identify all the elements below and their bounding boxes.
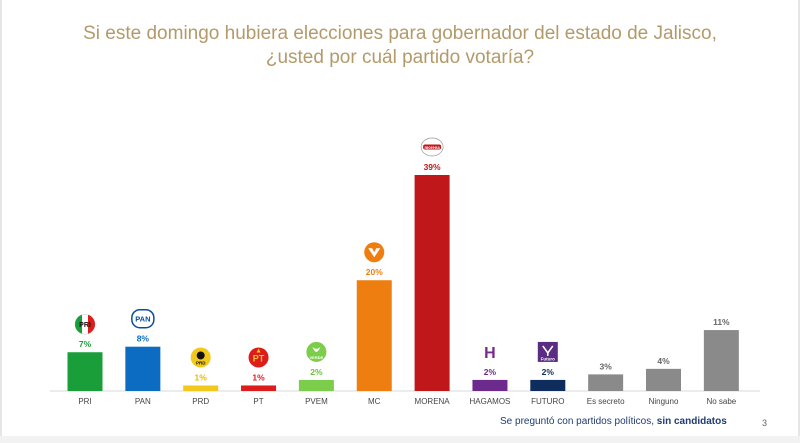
svg-text:PRI: PRI bbox=[79, 322, 91, 329]
category-label: MORENA bbox=[415, 397, 451, 406]
bar-futuro bbox=[530, 379, 566, 391]
category-label: PT bbox=[253, 397, 263, 406]
svg-text:PAN: PAN bbox=[135, 315, 150, 324]
pt-logo-icon: PT bbox=[248, 347, 269, 368]
value-label: 2% bbox=[484, 367, 497, 377]
category-label: PRD bbox=[192, 397, 209, 406]
bar-pan bbox=[125, 346, 161, 391]
svg-text:H: H bbox=[484, 345, 496, 362]
svg-text:PT: PT bbox=[253, 353, 265, 363]
chart-title: Si este domingo hubiera elecciones para … bbox=[0, 22, 800, 70]
page-number: 3 bbox=[762, 418, 768, 428]
value-label: 11% bbox=[713, 317, 730, 327]
category-label: FUTURO bbox=[531, 397, 564, 406]
value-label: 3% bbox=[600, 361, 613, 371]
morena-logo-icon: morena bbox=[420, 137, 444, 157]
value-label: 39% bbox=[424, 162, 441, 172]
pri-logo-icon: PRI bbox=[74, 313, 96, 335]
bar-mc bbox=[356, 280, 392, 391]
svg-text:VERDE: VERDE bbox=[310, 355, 324, 360]
svg-text:morena: morena bbox=[425, 145, 441, 150]
bar-prd bbox=[183, 385, 219, 391]
value-label: 7% bbox=[79, 339, 92, 349]
category-label: Es secreto bbox=[587, 397, 625, 406]
value-label: 2% bbox=[310, 367, 323, 377]
category-label: Ninguno bbox=[649, 397, 679, 406]
category-label: HAGAMOS bbox=[469, 397, 510, 406]
footnote-prefix: Se preguntó con partidos políticos, bbox=[500, 416, 657, 427]
footnote-bold: sin candidatos bbox=[656, 416, 727, 427]
bar-es-secreto bbox=[588, 374, 624, 391]
bar-hagamos bbox=[472, 379, 508, 391]
bar-morena bbox=[414, 175, 450, 391]
category-label: PVEM bbox=[305, 397, 328, 406]
value-label: 1% bbox=[195, 372, 208, 382]
bar-ninguno bbox=[646, 368, 681, 391]
value-label: 2% bbox=[542, 367, 555, 377]
svg-text:Futuro: Futuro bbox=[541, 356, 555, 361]
value-label: 4% bbox=[657, 356, 670, 366]
bottom-strip bbox=[0, 436, 800, 443]
svg-text:PRD: PRD bbox=[196, 360, 206, 365]
bar-pri bbox=[67, 352, 103, 391]
prd-logo-icon: PRD bbox=[190, 347, 211, 368]
value-label: 8% bbox=[137, 334, 150, 344]
bar-pvem bbox=[298, 379, 334, 391]
futuro-logo-icon: Futuro bbox=[537, 341, 558, 362]
pvem-logo-icon: VERDE bbox=[306, 341, 327, 362]
bar-no-sabe bbox=[703, 330, 739, 391]
footnote: Se preguntó con partidos políticos, sin … bbox=[500, 416, 727, 427]
category-label: No sabe bbox=[706, 397, 736, 406]
title-line-1: Si este domingo hubiera elecciones para … bbox=[83, 23, 717, 44]
pan-logo-icon: PAN bbox=[131, 308, 155, 329]
bar-pt bbox=[241, 385, 277, 391]
hagamos-logo-icon: H bbox=[482, 342, 497, 362]
category-label: PRI bbox=[78, 397, 91, 406]
category-label: MC bbox=[368, 397, 381, 406]
value-label: 1% bbox=[252, 372, 265, 382]
value-label: 20% bbox=[366, 267, 383, 277]
title-line-2: ¿usted por cuál partido votaría? bbox=[265, 47, 535, 68]
mc-logo-icon bbox=[364, 242, 385, 263]
category-label: PAN bbox=[135, 397, 151, 406]
